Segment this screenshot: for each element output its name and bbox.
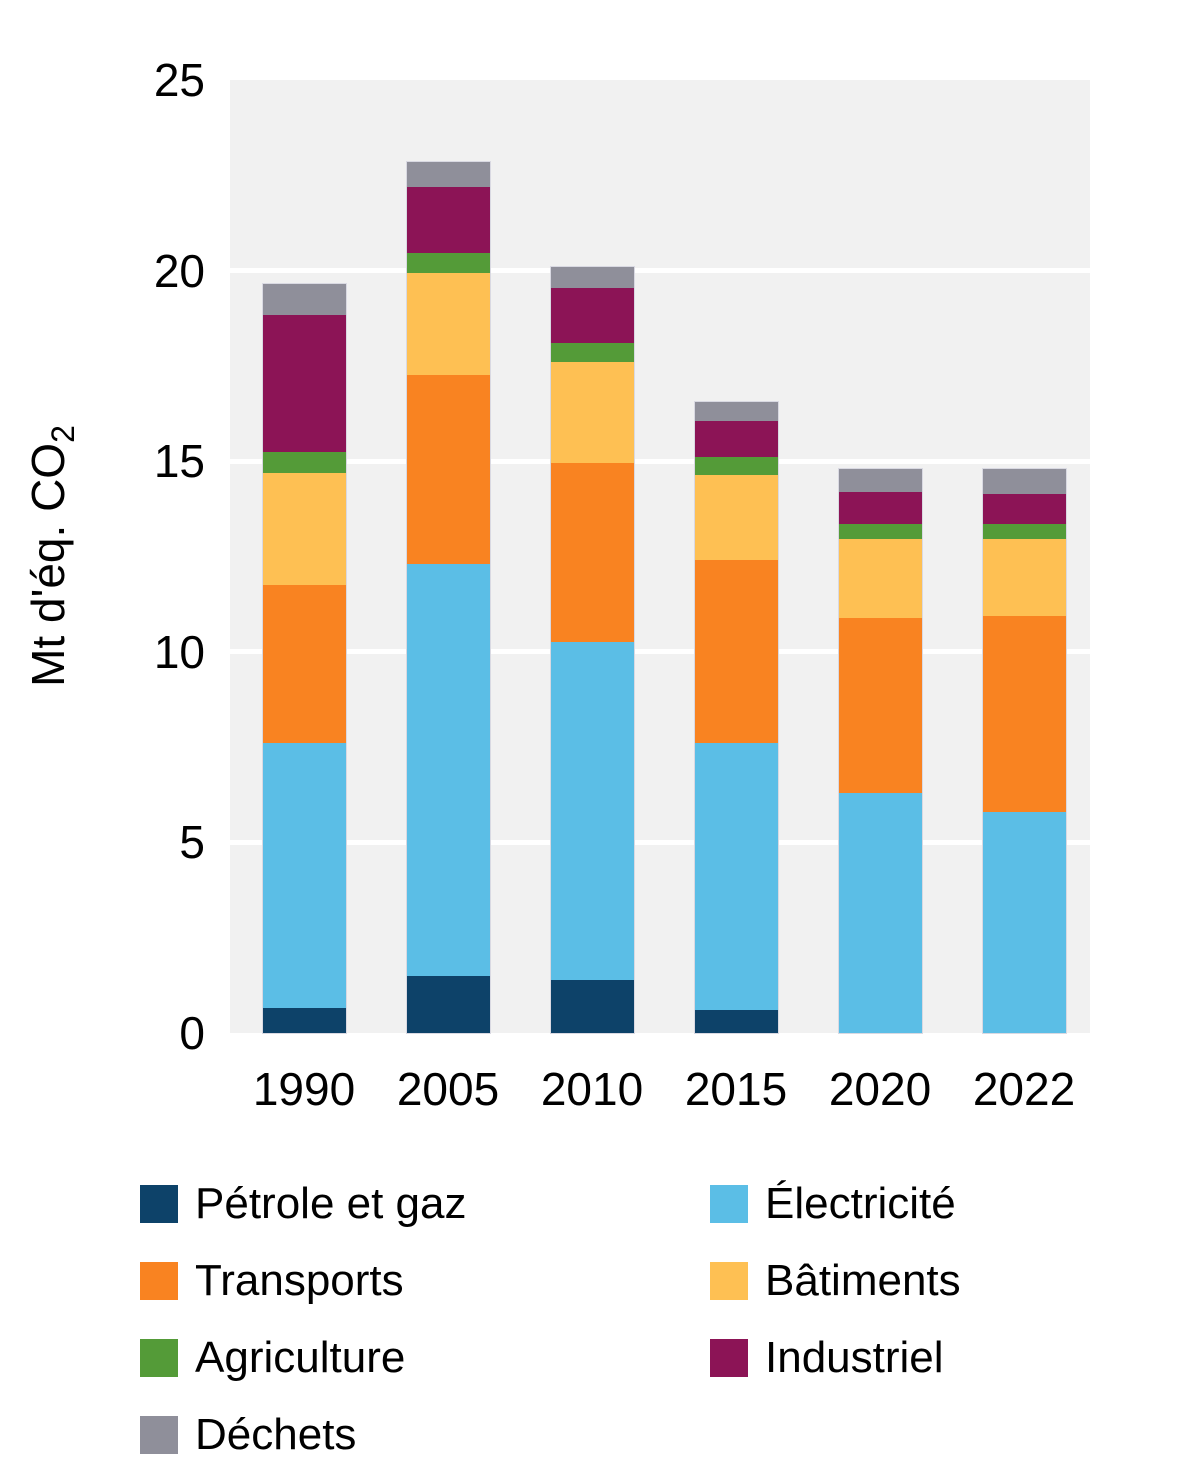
legend-label-agriculture: Agriculture	[195, 1333, 406, 1382]
bar-2015-segment-agriculture	[694, 457, 778, 475]
bar-2015-segment-batiments	[694, 474, 778, 561]
gridline-15	[230, 458, 1090, 464]
legend-label-dechets: Déchets	[195, 1410, 357, 1459]
x-tick-label-2020: 2020	[828, 1063, 932, 1115]
legend-swatch-transports	[140, 1262, 178, 1300]
legend-swatch-electricite	[710, 1185, 748, 1223]
bar-2005-segment-agriculture	[406, 253, 490, 273]
bar-2022-segment-industriel	[982, 493, 1066, 525]
bar-1990-segment-electricite	[262, 743, 346, 1009]
plot-area	[230, 80, 1090, 1035]
bar-2020-segment-industriel	[838, 491, 922, 525]
bar-2020-segment-transports	[838, 617, 922, 793]
x-tick-label-1990: 1990	[252, 1063, 356, 1115]
bar-1990-segment-industriel	[262, 314, 346, 452]
bar-2020-segment-batiments	[838, 539, 922, 618]
y-tick-label-25: 25	[153, 54, 205, 106]
bar-2010-segment-batiments	[550, 362, 634, 464]
bar-2022	[981, 467, 1067, 1035]
legend-label-electricite: Électricité	[765, 1179, 956, 1228]
bar-2015-segment-electricite	[694, 743, 778, 1011]
legend-item-agriculture: Agriculture	[140, 1334, 405, 1382]
legend-item-batiments: Bâtiments	[710, 1257, 961, 1305]
bar-2005-segment-transports	[406, 375, 490, 565]
legend-swatch-batiments	[710, 1262, 748, 1300]
bar-2015-segment-petrole-et-gaz	[694, 1010, 778, 1033]
x-tick-label-2022: 2022	[972, 1063, 1076, 1115]
bar-2022-segment-batiments	[982, 539, 1066, 616]
legend-swatch-petrole-et-gaz	[140, 1185, 178, 1223]
bar-1990-segment-transports	[262, 585, 346, 744]
y-tick-label-0: 0	[179, 1007, 205, 1059]
y-tick-label-10: 10	[153, 625, 205, 678]
legend-swatch-industriel	[710, 1339, 748, 1377]
gridline-20	[230, 268, 1090, 274]
bar-2020-segment-agriculture	[838, 524, 922, 540]
bar-2010-segment-electricite	[550, 642, 634, 980]
bar-2020	[837, 467, 923, 1035]
legend-item-industriel: Industriel	[710, 1334, 944, 1382]
legend-label-petrole-et-gaz: Pétrole et gaz	[195, 1179, 467, 1228]
legend-swatch-agriculture	[140, 1339, 178, 1377]
legend-label-batiments: Bâtiments	[765, 1256, 961, 1305]
bar-1990-segment-dechets	[262, 284, 346, 315]
y-tick-label-20: 20	[153, 244, 205, 297]
bar-2015-segment-dechets	[694, 402, 778, 422]
bar-1990-segment-agriculture	[262, 451, 346, 473]
bar-2010-segment-transports	[550, 463, 634, 643]
bar-2005-segment-industriel	[406, 186, 490, 254]
legend-item-petrole-et-gaz: Pétrole et gaz	[140, 1180, 467, 1228]
bar-2022-segment-transports	[982, 615, 1066, 812]
gridline-5	[230, 839, 1090, 845]
bar-2005-segment-electricite	[406, 564, 490, 976]
x-tick-label-2010: 2010	[540, 1063, 644, 1115]
x-tick-label-2015: 2015	[684, 1063, 788, 1115]
bar-2022-segment-agriculture	[982, 524, 1066, 540]
bar-2022-segment-dechets	[982, 468, 1066, 494]
legend-label-transports: Transports	[195, 1256, 404, 1305]
bar-2022-segment-electricite	[982, 811, 1066, 1033]
bar-2005-segment-petrole-et-gaz	[406, 975, 490, 1033]
bar-2010-segment-dechets	[550, 266, 634, 288]
bar-2005-segment-batiments	[406, 272, 490, 376]
bar-2005	[405, 161, 491, 1034]
x-tick-label-2005: 2005	[396, 1063, 500, 1115]
legend-item-electricite: Électricité	[710, 1180, 956, 1228]
bar-1990-segment-batiments	[262, 472, 346, 586]
y-axis-title: Mt d'éq. CO2	[17, 356, 81, 756]
y-tick-label-5: 5	[179, 816, 205, 869]
bar-2015	[693, 401, 779, 1034]
bar-2020-segment-electricite	[838, 792, 922, 1033]
bar-1990	[261, 283, 347, 1034]
legend-swatch-dechets	[140, 1416, 178, 1454]
bar-2015-segment-industriel	[694, 421, 778, 458]
bar-2005-segment-dechets	[406, 162, 490, 187]
y-tick-label-15: 15	[153, 435, 205, 488]
bar-2010-segment-agriculture	[550, 343, 634, 363]
legend-item-transports: Transports	[140, 1257, 404, 1305]
bar-1990-segment-petrole-et-gaz	[262, 1008, 346, 1033]
bar-2010-segment-industriel	[550, 287, 634, 344]
bar-2015-segment-transports	[694, 560, 778, 744]
bar-2010-segment-petrole-et-gaz	[550, 979, 634, 1033]
legend-item-dechets: Déchets	[140, 1411, 356, 1459]
bar-2020-segment-dechets	[838, 468, 922, 492]
legend-label-industriel: Industriel	[765, 1333, 944, 1382]
gridline-10	[230, 649, 1090, 655]
bar-2010	[549, 265, 635, 1035]
